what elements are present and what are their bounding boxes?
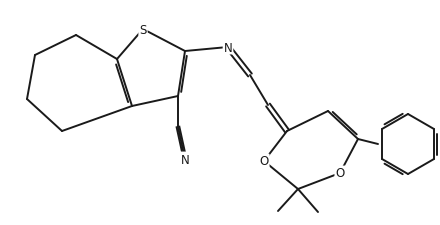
Text: S: S <box>139 23 147 36</box>
Text: N: N <box>224 41 232 54</box>
Text: O: O <box>335 167 345 180</box>
Text: N: N <box>181 153 189 166</box>
Text: O: O <box>259 155 269 168</box>
